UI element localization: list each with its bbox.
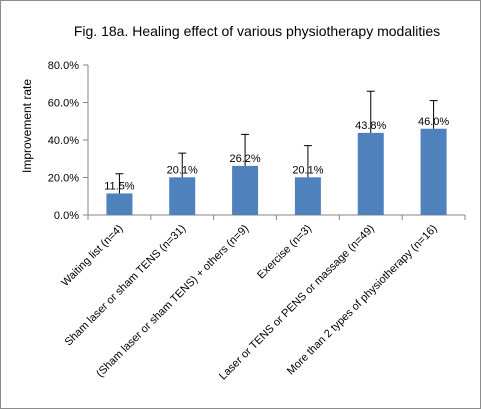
y-tick-label: 60.0% <box>48 98 79 110</box>
plot-area: 0.0% 20.0% 40.0% 60.0% 80.0% 11.5% Waiting lis… <box>48 60 466 383</box>
bar <box>169 177 196 215</box>
bar <box>232 165 259 215</box>
x-tick-label: Sham laser or sham TENS (n=31) <box>63 223 189 349</box>
y-tick-label: 40.0% <box>48 135 79 147</box>
y-tick-label: 20.0% <box>48 173 79 185</box>
data-label: 20.1% <box>292 164 323 176</box>
bar <box>420 128 447 215</box>
data-label: 46.0% <box>418 116 449 128</box>
bar <box>357 132 384 215</box>
y-tick-label: 80.0% <box>48 60 79 72</box>
data-label: 43.8% <box>355 120 386 132</box>
data-label: 26.2% <box>229 153 260 165</box>
bar <box>294 177 321 215</box>
y-axis-label: Improvement rate <box>20 79 34 173</box>
y-tick-label: 0.0% <box>54 210 79 222</box>
chart-title: Fig. 18a. Healing effect of various phys… <box>74 23 440 39</box>
x-tick-label: Waiting list (n=4) <box>59 223 125 289</box>
x-tick-label: Exercise (n=3) <box>255 223 314 282</box>
data-label: 20.1% <box>167 164 198 176</box>
x-tick-label: More than 2 types of physiotherapy (n=16… <box>285 223 440 378</box>
bar <box>106 193 133 215</box>
data-label: 11.5% <box>104 180 135 192</box>
